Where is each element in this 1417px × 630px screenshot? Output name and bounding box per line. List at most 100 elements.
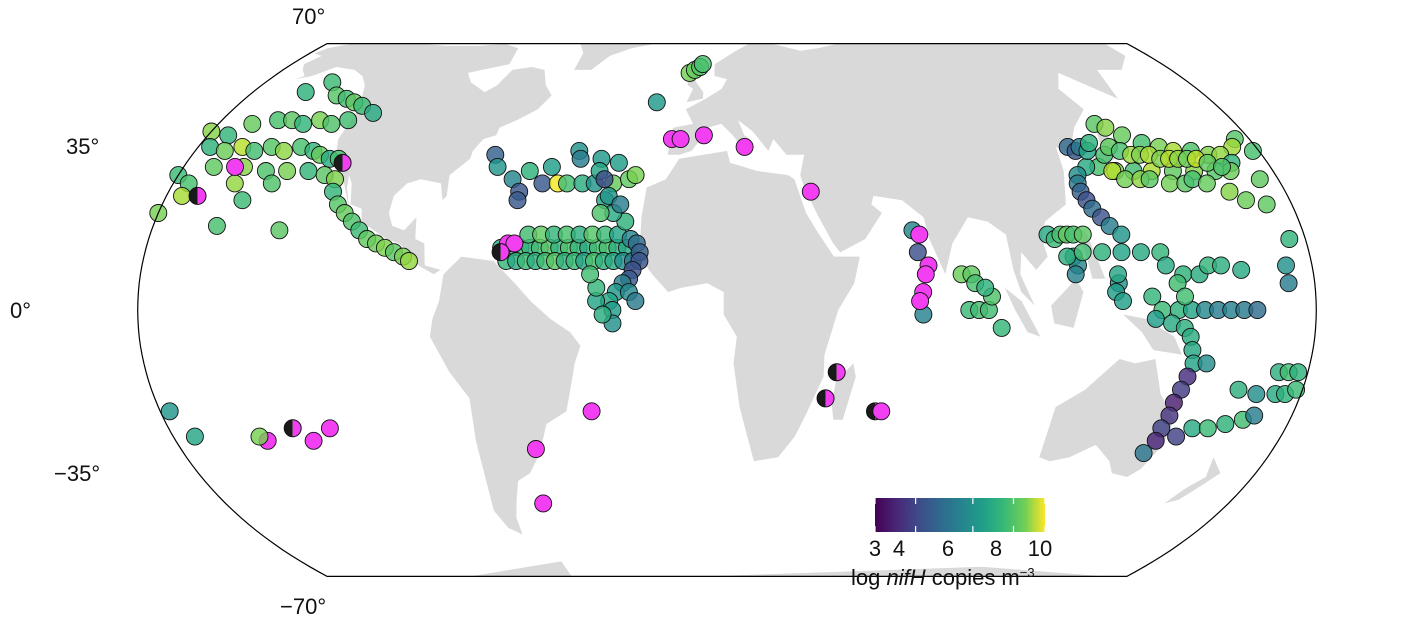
sample-point xyxy=(591,204,610,222)
sample-point xyxy=(533,174,552,193)
sample-point-split xyxy=(816,389,835,408)
sample-point xyxy=(250,427,269,446)
land-antarctica xyxy=(444,561,1105,577)
sample-point xyxy=(1229,380,1248,399)
sample-point xyxy=(1183,419,1202,438)
sample-point xyxy=(1140,170,1159,189)
land-new-guinea xyxy=(1123,314,1182,355)
sample-point xyxy=(1176,287,1194,306)
sample-point xyxy=(1212,256,1230,275)
sample-point xyxy=(1257,195,1276,214)
sample-point xyxy=(400,252,418,270)
sample-point xyxy=(1109,265,1127,284)
land-borneo xyxy=(1051,278,1084,328)
colorbar-tick-label-4: 4 xyxy=(892,536,906,561)
sample-point xyxy=(1250,170,1269,189)
land-africa xyxy=(640,150,860,462)
sample-point xyxy=(593,305,612,324)
sample-point xyxy=(609,153,628,172)
sample-point xyxy=(1243,141,1262,160)
sample-point xyxy=(1197,174,1216,193)
sample-point xyxy=(219,126,238,145)
sample-point xyxy=(1279,274,1298,293)
sample-point-nondetect xyxy=(801,182,820,201)
split-left-half xyxy=(866,402,875,420)
sample-point xyxy=(1198,419,1217,438)
sample-point xyxy=(225,174,244,193)
colorbar-title-exponent: −3 xyxy=(1019,565,1035,580)
sample-point xyxy=(1289,363,1308,382)
split-left-half xyxy=(492,243,501,261)
sample-point xyxy=(1080,134,1098,152)
lat-label-0: 0° xyxy=(10,298,32,323)
sample-point xyxy=(270,221,289,240)
sample-point-nondetect xyxy=(534,494,553,513)
sample-point xyxy=(245,141,264,160)
sample-point xyxy=(1131,243,1150,262)
split-left-half xyxy=(817,389,826,407)
sample-point xyxy=(173,186,191,205)
sample-point xyxy=(1146,431,1165,450)
sample-point xyxy=(1220,182,1239,201)
split-right-half xyxy=(836,363,846,381)
sample-point xyxy=(976,278,995,297)
sample-point-nondetect xyxy=(910,225,929,244)
sample-point-nondetect xyxy=(694,126,713,145)
split-right-half xyxy=(292,419,302,437)
sample-point xyxy=(1277,256,1295,275)
sample-point xyxy=(611,195,630,214)
sample-point xyxy=(1167,427,1186,446)
sample-point-nondetect xyxy=(872,402,891,421)
land-masses xyxy=(276,43,1221,577)
sample-point xyxy=(1073,225,1092,244)
sample-point xyxy=(1280,230,1299,248)
split-left-half xyxy=(828,363,837,381)
sample-point xyxy=(274,141,293,160)
sample-point xyxy=(1112,225,1131,244)
sample-point xyxy=(1093,243,1112,262)
sample-point xyxy=(581,265,600,284)
sample-point-nondetect xyxy=(226,157,244,176)
sample-point-nondetect xyxy=(304,431,323,450)
sample-point xyxy=(1134,444,1153,463)
sample-points xyxy=(149,55,1308,513)
sample-point xyxy=(647,93,666,112)
sample-point-split xyxy=(491,243,510,262)
land-madagascar xyxy=(831,363,856,420)
sample-point-split xyxy=(827,363,846,382)
sample-point xyxy=(1146,309,1165,328)
land-north-america xyxy=(276,43,552,275)
split-outline xyxy=(283,419,302,438)
sample-point-nondetect xyxy=(526,440,545,458)
split-left-half xyxy=(284,419,293,437)
sample-point xyxy=(364,103,383,122)
colorbar-ticks xyxy=(874,498,1046,532)
sample-point xyxy=(1073,243,1092,262)
sample-point xyxy=(201,137,220,156)
sample-point xyxy=(571,149,590,168)
sample-point xyxy=(595,170,614,189)
split-right-half xyxy=(825,389,835,407)
sample-point xyxy=(508,191,527,210)
split-right-half xyxy=(342,154,352,172)
colorbar-title: log nifH copies m−3 xyxy=(851,565,1035,591)
lat-label-70s: −70° xyxy=(280,594,327,619)
land-arabia xyxy=(804,171,882,253)
split-outline xyxy=(816,389,835,408)
sample-point xyxy=(1213,157,1231,176)
sample-point xyxy=(299,162,318,180)
land-new-zealand xyxy=(1164,457,1221,504)
sample-point-nondetect xyxy=(582,402,601,421)
sample-point xyxy=(626,166,645,185)
sample-point xyxy=(322,114,341,133)
split-right-half xyxy=(197,187,207,205)
sample-point xyxy=(520,162,539,180)
land-scandinavia xyxy=(714,43,777,76)
sample-point xyxy=(1160,174,1179,193)
colorbar-tick-label-10: 10 xyxy=(1027,536,1053,561)
lat-label-35n: 35° xyxy=(66,134,100,159)
sample-point xyxy=(1103,162,1122,180)
sample-point-nondetect xyxy=(911,292,930,311)
sample-point xyxy=(296,83,315,102)
